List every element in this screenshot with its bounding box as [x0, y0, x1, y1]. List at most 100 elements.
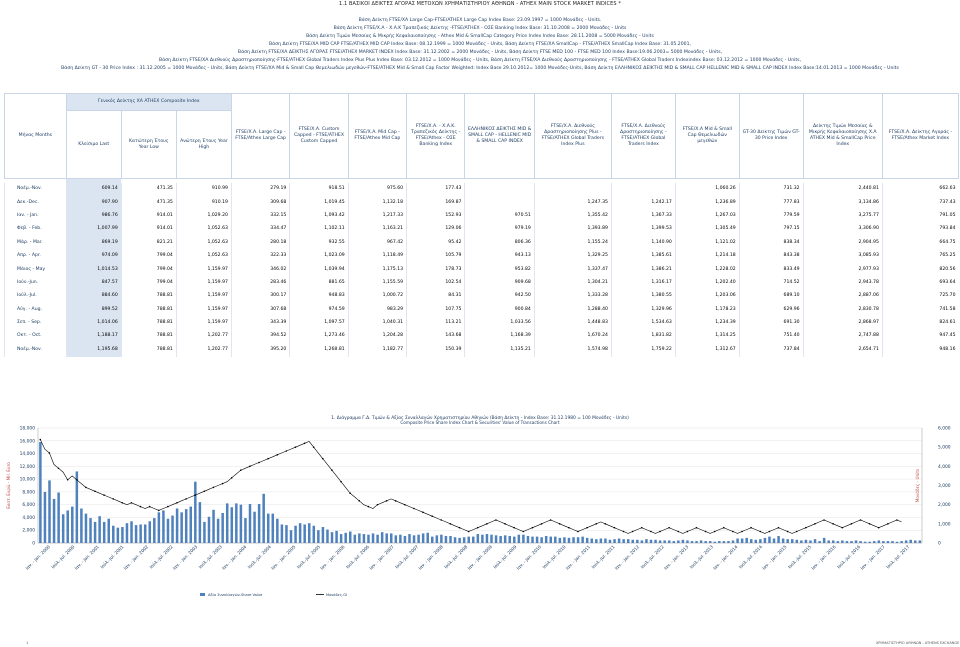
x-tick-label: Ιούλ.-Jul. 2003 [197, 543, 224, 570]
value-cell: 791.05 [881, 209, 959, 223]
line-point [677, 530, 680, 533]
line-point [495, 519, 497, 521]
bar [348, 531, 352, 543]
bar [672, 541, 676, 543]
y2-tick-label: 4,000 [938, 464, 951, 470]
x-tick-label: Ιούλ.-Jul. 2006 [344, 543, 371, 570]
value-cell [464, 182, 535, 196]
bar [695, 541, 698, 543]
bar [640, 540, 644, 543]
bar [289, 530, 293, 543]
line-point [130, 501, 133, 504]
value-cell: 1,333.28 [533, 289, 612, 304]
chart-subtitle: Composite Price Share Index Chart & Secu… [400, 420, 560, 425]
line-point [732, 530, 734, 533]
x-tick-label: Ιούλ.-Jul. 2012 [639, 543, 666, 570]
value-cell: 664.75 [881, 236, 959, 250]
value-cell: 1,759.22 [610, 343, 676, 357]
value-cell: 1,060.26 [674, 182, 740, 196]
line-point [722, 526, 725, 529]
x-tick-label: Ιαν. - Jan. 2006 [319, 544, 346, 571]
legend-bar-label: Αξία Συναλλαγών-Share Value [208, 593, 263, 597]
bar [408, 534, 411, 543]
bar [886, 541, 890, 543]
value-cell: 300.17 [230, 289, 290, 304]
value-cell: 833.49 [738, 262, 804, 277]
bar [166, 518, 170, 543]
table-row: Φεβ. - Feb. 1,007.99 914.01 1,052.63 334.47 1… [4, 222, 959, 237]
value-cell: 1,140.90 [610, 236, 676, 250]
value-cell: 1,534.63 [610, 316, 676, 330]
bar [358, 533, 361, 543]
value-cell: 948.83 [289, 289, 349, 304]
value-cell: 788.81 [120, 343, 177, 357]
month-cell: Αύγ. - Aug. [4, 303, 67, 317]
line-point [340, 480, 342, 483]
bar [526, 535, 530, 543]
bar [157, 512, 161, 543]
value-cell: 983.29 [347, 303, 407, 317]
bar [298, 523, 302, 543]
x-tick-label: Ιούλ.-Jul. 2008 [442, 543, 469, 570]
bar [376, 534, 379, 543]
line-point [504, 523, 506, 525]
value-cell: 1,202.77 [175, 329, 232, 344]
value-cell: 307.68 [230, 303, 290, 317]
value-cell: 974.59 [289, 303, 349, 317]
value-cell: 1,329.96 [610, 303, 676, 317]
line-point [832, 523, 834, 525]
y-tick-label: 8,000 [22, 489, 35, 495]
bar [731, 540, 735, 543]
value-cell: 2,440.81 [802, 182, 883, 196]
value-cell: 1,204.28 [347, 329, 407, 344]
value-cell: 1,385.61 [610, 249, 676, 263]
bar [194, 481, 197, 543]
value-cell: 967.42 [347, 236, 407, 250]
value-cell: 907.90 [65, 195, 122, 210]
value-cell: 714.52 [738, 276, 804, 290]
bar [768, 536, 771, 543]
bar [380, 532, 384, 543]
value-cell: 1,386.21 [610, 262, 676, 277]
month-cell: Ιούν.-Jun. [4, 276, 67, 290]
bar [845, 541, 849, 543]
bar [444, 535, 448, 543]
line-point [686, 530, 689, 533]
value-cell: 471.35 [120, 195, 177, 210]
bar [321, 527, 325, 543]
bar [544, 535, 548, 543]
value-cell: 1,029.20 [175, 209, 232, 223]
y-tick-label: 2,000 [22, 528, 35, 534]
line-point [877, 526, 880, 529]
bar [121, 527, 124, 543]
value-cell: 283.46 [230, 276, 290, 290]
value-cell: 107.75 [406, 303, 465, 317]
column-header: FTSE/X.A. Large Cap - FTSE/Athex Large C… [230, 93, 291, 179]
bar [61, 514, 65, 543]
line-point [103, 494, 105, 496]
value-cell: 1,831.82 [610, 329, 676, 344]
value-cell: 779.59 [738, 209, 804, 223]
bar [175, 508, 179, 543]
bar [235, 503, 238, 543]
indices-table: Μήνας Months Γενικός Δείκτης ΧΑ ATHEX Co… [4, 93, 960, 357]
value-cell: 3,275.77 [802, 209, 883, 223]
value-cell: 129.06 [406, 222, 465, 237]
bar [116, 527, 120, 543]
value-cell: 881.65 [289, 276, 349, 290]
bar [558, 537, 562, 543]
value-cell: 113.21 [406, 316, 465, 330]
bar [804, 539, 808, 543]
line-point [212, 486, 215, 489]
bar [636, 539, 639, 543]
bar [868, 541, 871, 543]
line-point [276, 454, 279, 456]
bar [399, 534, 402, 543]
month-cell: Μάρ. - Mar. [4, 236, 67, 250]
bar [800, 540, 803, 543]
bar [918, 540, 922, 543]
line-point [203, 490, 206, 493]
value-cell: 105.79 [406, 249, 465, 263]
bar [449, 535, 452, 543]
bar [608, 539, 612, 543]
